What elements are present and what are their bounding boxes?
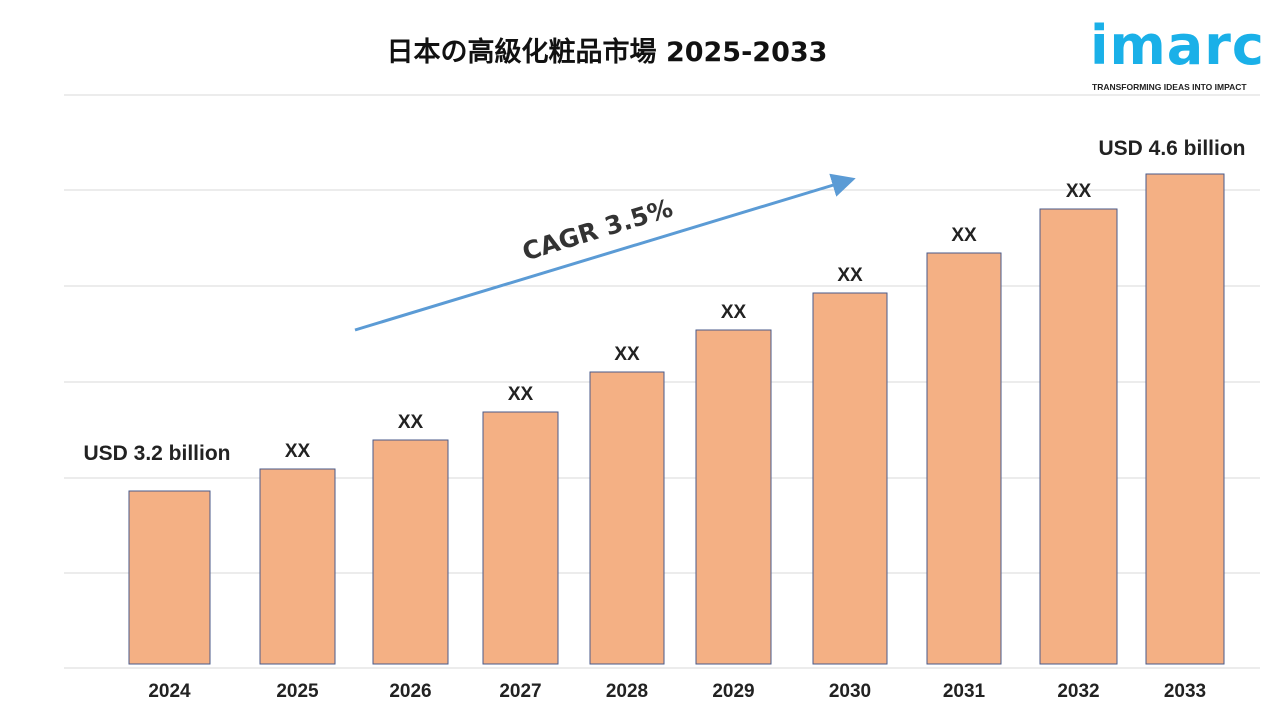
- logo-tagline: TRANSFORMING IDEAS INTO IMPACT: [1092, 82, 1247, 92]
- data-label: XX: [508, 384, 534, 405]
- data-label: XX: [951, 225, 977, 246]
- bar-2030: [812, 292, 888, 665]
- data-label: XX: [398, 412, 424, 433]
- x-tick-label: 2025: [276, 681, 319, 702]
- x-tick-label: 2033: [1164, 681, 1206, 702]
- data-label: XX: [285, 441, 311, 462]
- data-label: XX: [614, 344, 640, 365]
- x-tick-label: 2031: [943, 681, 986, 702]
- bar-2026: [372, 439, 449, 665]
- bar-2029: [695, 329, 772, 665]
- data-label: XX: [721, 302, 747, 323]
- cagr-arrow: [354, 173, 856, 332]
- x-tick-label: 2032: [1057, 681, 1099, 702]
- data-label: XX: [1066, 181, 1092, 202]
- x-tick-label: 2030: [829, 681, 871, 702]
- chart-title: 日本の高級化粧品市場 2025-2033: [386, 37, 828, 68]
- bar-2032: [1039, 208, 1118, 665]
- bar-2033: [1145, 173, 1225, 665]
- bar-2027: [482, 411, 559, 665]
- data-label: XX: [837, 265, 863, 286]
- bar-2031: [926, 252, 1002, 665]
- bar-2024: [128, 490, 211, 665]
- bar-2025: [259, 468, 336, 665]
- imarc-logo: imarc TRANSFORMING IDEAS INTO IMPACT: [1090, 14, 1270, 98]
- x-tick-label: 2028: [606, 681, 648, 702]
- bar-2028: [589, 371, 665, 665]
- x-tick-label: 2024: [148, 681, 191, 702]
- x-tick-label: 2026: [389, 681, 431, 702]
- x-tick-label: 2027: [499, 681, 541, 702]
- data-label: USD 3.2 billion: [83, 442, 230, 465]
- logo-wordmark: imarc: [1090, 14, 1265, 77]
- data-label: USD 4.6 billion: [1098, 137, 1245, 160]
- x-tick-label: 2029: [712, 681, 754, 702]
